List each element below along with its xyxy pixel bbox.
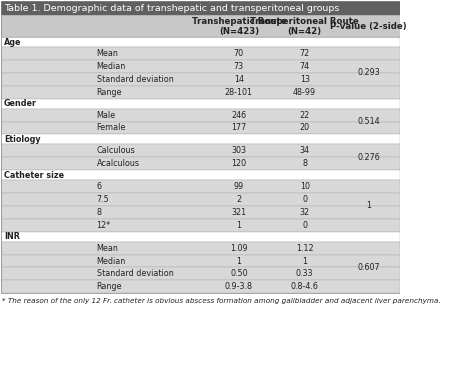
Text: 0.8-4.6: 0.8-4.6 [291,282,319,291]
Bar [1,60,401,73]
Text: Median: Median [97,257,126,266]
Text: 22: 22 [300,111,310,120]
Text: 0: 0 [302,195,307,204]
Text: 13: 13 [300,75,310,84]
Text: 2: 2 [236,195,241,204]
Bar [1,144,401,157]
Text: Mean: Mean [97,49,118,58]
Bar [1,37,401,47]
Text: Etiology: Etiology [4,135,41,144]
Text: 34: 34 [300,146,310,155]
Text: 246: 246 [231,111,246,120]
Text: Table 1. Demographic data of transhepatic and transperitoneal groups: Table 1. Demographic data of transhepati… [4,4,339,13]
Text: 10: 10 [300,182,310,191]
Text: 74: 74 [300,62,310,71]
Text: Standard deviation: Standard deviation [97,269,173,278]
Text: 72: 72 [300,49,310,58]
Text: 8: 8 [302,159,307,168]
Bar [1,268,401,280]
Text: P-value (2-side): P-value (2-side) [330,22,407,31]
Text: Age: Age [4,37,21,46]
Text: 0.276: 0.276 [357,153,380,162]
Text: 321: 321 [231,208,246,217]
Bar [1,280,401,293]
Bar [1,255,401,268]
Text: 12*: 12* [97,221,110,230]
Text: 1: 1 [302,257,307,266]
Text: 7.5: 7.5 [97,195,109,204]
Text: 32: 32 [300,208,310,217]
Text: Transperitoneal Route
(N=42): Transperitoneal Route (N=42) [250,16,359,36]
Text: 8: 8 [97,208,101,217]
Text: 6: 6 [97,182,101,191]
Bar [1,206,401,219]
Bar [1,122,401,135]
Text: 70: 70 [234,49,244,58]
Bar [1,219,401,232]
Text: 48-99: 48-99 [293,88,316,97]
Text: 120: 120 [231,159,246,168]
Text: Transhepatic Route
(N=423): Transhepatic Route (N=423) [191,16,286,36]
Bar [1,135,401,144]
Text: 1.09: 1.09 [230,244,247,253]
Bar [1,73,401,86]
Bar [1,109,401,122]
Bar [1,2,401,15]
Bar [1,47,401,60]
Text: * The reason of the only 12 Fr. catheter is obvious abscess formation among gall: * The reason of the only 12 Fr. catheter… [2,298,441,304]
Text: 1: 1 [366,201,371,211]
Bar [1,15,401,37]
Text: Range: Range [97,282,122,291]
Text: Female: Female [97,124,126,133]
Bar [1,99,401,109]
Text: Gender: Gender [4,99,37,108]
Text: 0.50: 0.50 [230,269,247,278]
Text: 1: 1 [237,221,241,230]
Text: INR: INR [4,232,20,241]
Text: 0.33: 0.33 [296,269,313,278]
Text: 0.293: 0.293 [357,68,380,77]
Text: 303: 303 [231,146,246,155]
Text: 28-101: 28-101 [225,88,253,97]
Text: 20: 20 [300,124,310,133]
Text: 0: 0 [302,221,307,230]
Bar [1,170,401,180]
Bar [1,157,401,170]
Text: Median: Median [97,62,126,71]
Bar [1,2,401,293]
Text: 177: 177 [231,124,246,133]
Text: Mean: Mean [97,244,118,253]
Text: 73: 73 [234,62,244,71]
Bar [1,86,401,99]
Text: 1: 1 [237,257,241,266]
Text: Acalculous: Acalculous [97,159,139,168]
Text: 1.12: 1.12 [296,244,313,253]
Text: 14: 14 [234,75,244,84]
Bar [1,242,401,255]
Text: Catheter size: Catheter size [4,171,64,180]
Text: 0.9-3.8: 0.9-3.8 [225,282,253,291]
Text: Male: Male [97,111,116,120]
Bar [1,193,401,206]
Text: 0.607: 0.607 [357,263,380,272]
Bar [1,232,401,242]
Text: 0.514: 0.514 [357,117,380,126]
Text: Range: Range [97,88,122,97]
Text: Standard deviation: Standard deviation [97,75,173,84]
Text: Calculous: Calculous [97,146,135,155]
Bar [1,180,401,193]
Text: 99: 99 [234,182,244,191]
